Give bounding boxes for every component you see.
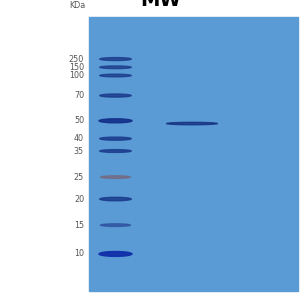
Text: KDa: KDa bbox=[69, 2, 85, 10]
Text: 40: 40 bbox=[74, 134, 84, 143]
Text: 35: 35 bbox=[74, 146, 84, 155]
Ellipse shape bbox=[100, 58, 131, 61]
Ellipse shape bbox=[100, 176, 130, 178]
Text: 20: 20 bbox=[74, 194, 84, 203]
Ellipse shape bbox=[100, 197, 131, 201]
Text: 150: 150 bbox=[69, 63, 84, 72]
Ellipse shape bbox=[100, 66, 131, 69]
Ellipse shape bbox=[100, 137, 131, 140]
Ellipse shape bbox=[100, 74, 131, 77]
Text: 100: 100 bbox=[69, 71, 84, 80]
Ellipse shape bbox=[100, 150, 131, 152]
Text: 250: 250 bbox=[69, 55, 84, 64]
Ellipse shape bbox=[99, 119, 132, 123]
Text: 10: 10 bbox=[74, 249, 84, 258]
Text: MW: MW bbox=[140, 0, 181, 11]
Ellipse shape bbox=[167, 122, 218, 125]
Text: 70: 70 bbox=[74, 91, 84, 100]
Ellipse shape bbox=[100, 94, 131, 97]
Text: 50: 50 bbox=[74, 116, 84, 125]
Text: 25: 25 bbox=[74, 172, 84, 182]
Ellipse shape bbox=[99, 251, 132, 256]
Text: 15: 15 bbox=[74, 220, 84, 230]
Ellipse shape bbox=[100, 224, 130, 226]
FancyBboxPatch shape bbox=[88, 16, 298, 291]
